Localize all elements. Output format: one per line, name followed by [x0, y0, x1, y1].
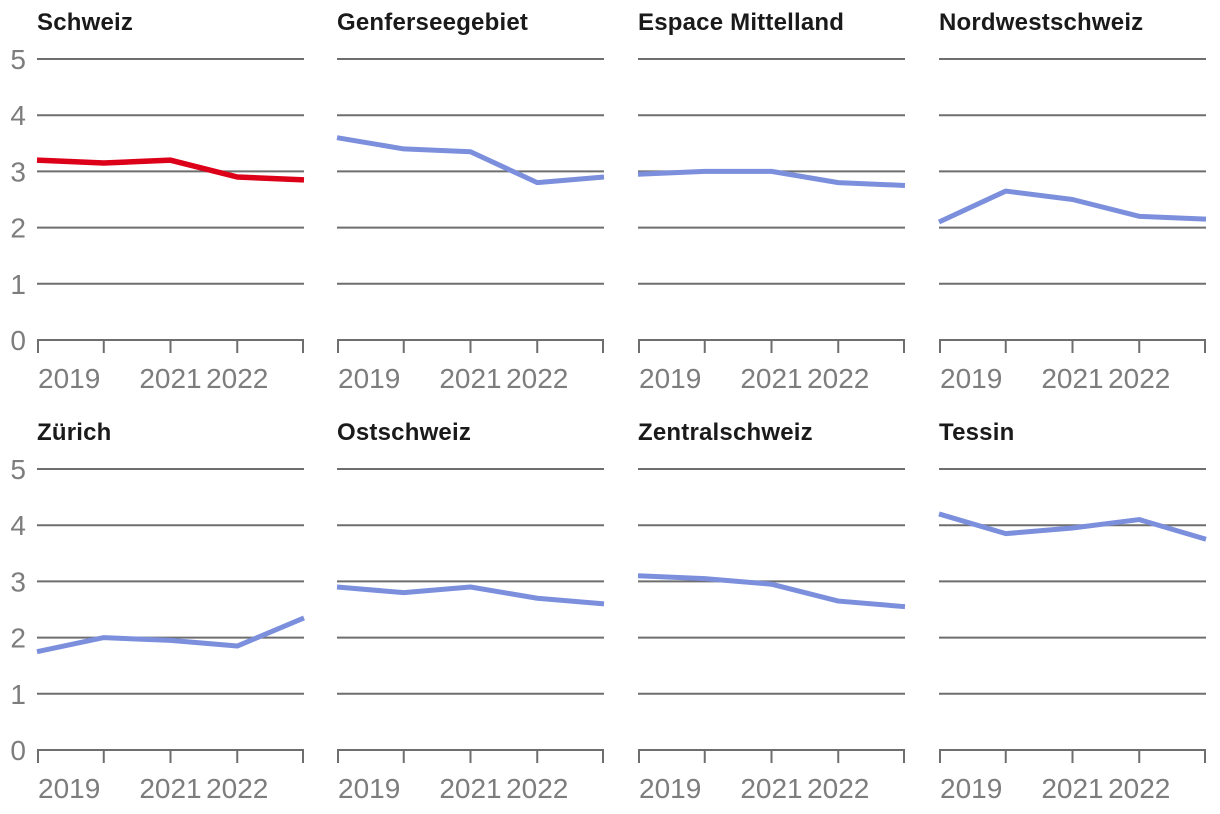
data-line-highlighted	[36, 157, 305, 183]
chart-zuerich: Zürich 2019 2021 2022 5 4 3 2 1 0	[0, 410, 305, 814]
y-tick-label: 5	[10, 454, 26, 485]
chart-title: Genferseegebiet	[337, 9, 529, 36]
line-chart-svg: 2019 2021 2022	[637, 58, 906, 394]
y-tick-label: 4	[10, 510, 26, 541]
plot-area-nordwestschweiz: 2019 2021 2022	[937, 58, 1207, 402]
x-tick-label: 2019	[38, 363, 100, 394]
plot-area-genferseegebiet: 2019 2021 2022	[336, 58, 605, 402]
chart-title: Nordwestschweiz	[939, 9, 1144, 36]
x-tick-label: 2022	[1108, 773, 1170, 804]
x-tick-label: 2022	[807, 773, 869, 804]
chart-title: Ostschweiz	[337, 419, 472, 446]
x-tick-label: 2022	[1108, 363, 1170, 394]
chart-title: Schweiz	[37, 9, 134, 36]
y-tick-label: 2	[10, 623, 26, 654]
x-tick-label: 2021	[439, 773, 501, 804]
line-chart-svg: 2019 2021 2022 5 4 3 2 1 0	[10, 44, 305, 394]
x-tick-label: 2019	[38, 773, 100, 804]
x-tick-label: 2021	[1041, 773, 1103, 804]
y-tick-label: 3	[10, 156, 26, 187]
plot-area-espace-mittelland: 2019 2021 2022	[637, 58, 906, 402]
line-chart-svg: 2019 2021 2022 5 4 3 2 1 0	[10, 454, 305, 804]
chart-ostschweiz: Ostschweiz 2019 2021 2022	[336, 410, 605, 814]
x-tick-label: 2019	[940, 363, 1002, 394]
x-tick-label: 2019	[338, 773, 400, 804]
x-tick-label: 2019	[338, 363, 400, 394]
data-line-regular	[36, 615, 305, 655]
plot-area-tessin: 2019 2021 2022	[938, 468, 1207, 812]
y-tick-label: 0	[10, 735, 26, 766]
line-chart-svg: 2019 2021 2022	[937, 58, 1207, 394]
x-tick-label: 2021	[1041, 363, 1103, 394]
x-tick-label: 2019	[639, 363, 701, 394]
y-tick-label: 1	[10, 679, 26, 710]
x-tick-label: 2021	[439, 363, 501, 394]
x-tick-label: 2021	[740, 773, 802, 804]
data-line-regular	[937, 188, 1207, 225]
y-tick-label: 0	[10, 325, 26, 356]
data-line-regular	[637, 573, 906, 610]
x-tick-label: 2022	[206, 773, 268, 804]
line-chart-svg: 2019 2021 2022	[938, 468, 1207, 804]
chart-tessin: Tessin 2019 2021 2022	[938, 410, 1207, 814]
x-tick-label: 2019	[639, 773, 701, 804]
chart-schweiz: Schweiz 2019 2021 2022 5 4 3 2 1 0	[0, 0, 305, 404]
y-tick-label: 5	[10, 44, 26, 75]
data-line-regular	[938, 511, 1207, 542]
data-line-regular	[637, 168, 906, 188]
x-tick-label: 2019	[940, 773, 1002, 804]
y-tick-label: 3	[10, 566, 26, 597]
chart-genferseegebiet: Genferseegebiet 2019 2021 2022	[336, 0, 605, 404]
x-tick-label: 2022	[506, 363, 568, 394]
line-chart-svg: 2019 2021 2022	[336, 468, 605, 804]
x-tick-label: 2022	[206, 363, 268, 394]
line-chart-svg: 2019 2021 2022	[637, 468, 906, 804]
chart-nordwestschweiz: Nordwestschweiz 2019 2021 2022	[937, 0, 1207, 404]
chart-espace-mittelland: Espace Mittelland 2019 2021 2022	[637, 0, 906, 404]
chart-zentralschweiz: Zentralschweiz 2019 2021 2022	[637, 410, 906, 814]
y-tick-label: 1	[10, 269, 26, 300]
y-tick-label: 4	[10, 100, 26, 131]
plot-area-zuerich: 2019 2021 2022 5 4 3 2 1 0	[0, 454, 305, 812]
plot-area-schweiz: 2019 2021 2022 5 4 3 2 1 0	[0, 44, 305, 402]
chart-title: Espace Mittelland	[638, 9, 845, 36]
y-tick-label: 2	[10, 213, 26, 244]
x-tick-label: 2021	[139, 363, 201, 394]
chart-title: Tessin	[939, 419, 1015, 446]
plot-area-ostschweiz: 2019 2021 2022	[336, 468, 605, 812]
data-line-regular	[336, 135, 605, 186]
chart-title: Zentralschweiz	[638, 419, 813, 446]
data-line-regular	[336, 584, 605, 607]
line-chart-svg: 2019 2021 2022	[336, 58, 605, 394]
x-tick-label: 2021	[740, 363, 802, 394]
x-tick-label: 2022	[506, 773, 568, 804]
plot-area-zentralschweiz: 2019 2021 2022	[637, 468, 906, 812]
x-tick-label: 2022	[807, 363, 869, 394]
chart-title: Zürich	[37, 419, 112, 446]
x-tick-label: 2021	[139, 773, 201, 804]
